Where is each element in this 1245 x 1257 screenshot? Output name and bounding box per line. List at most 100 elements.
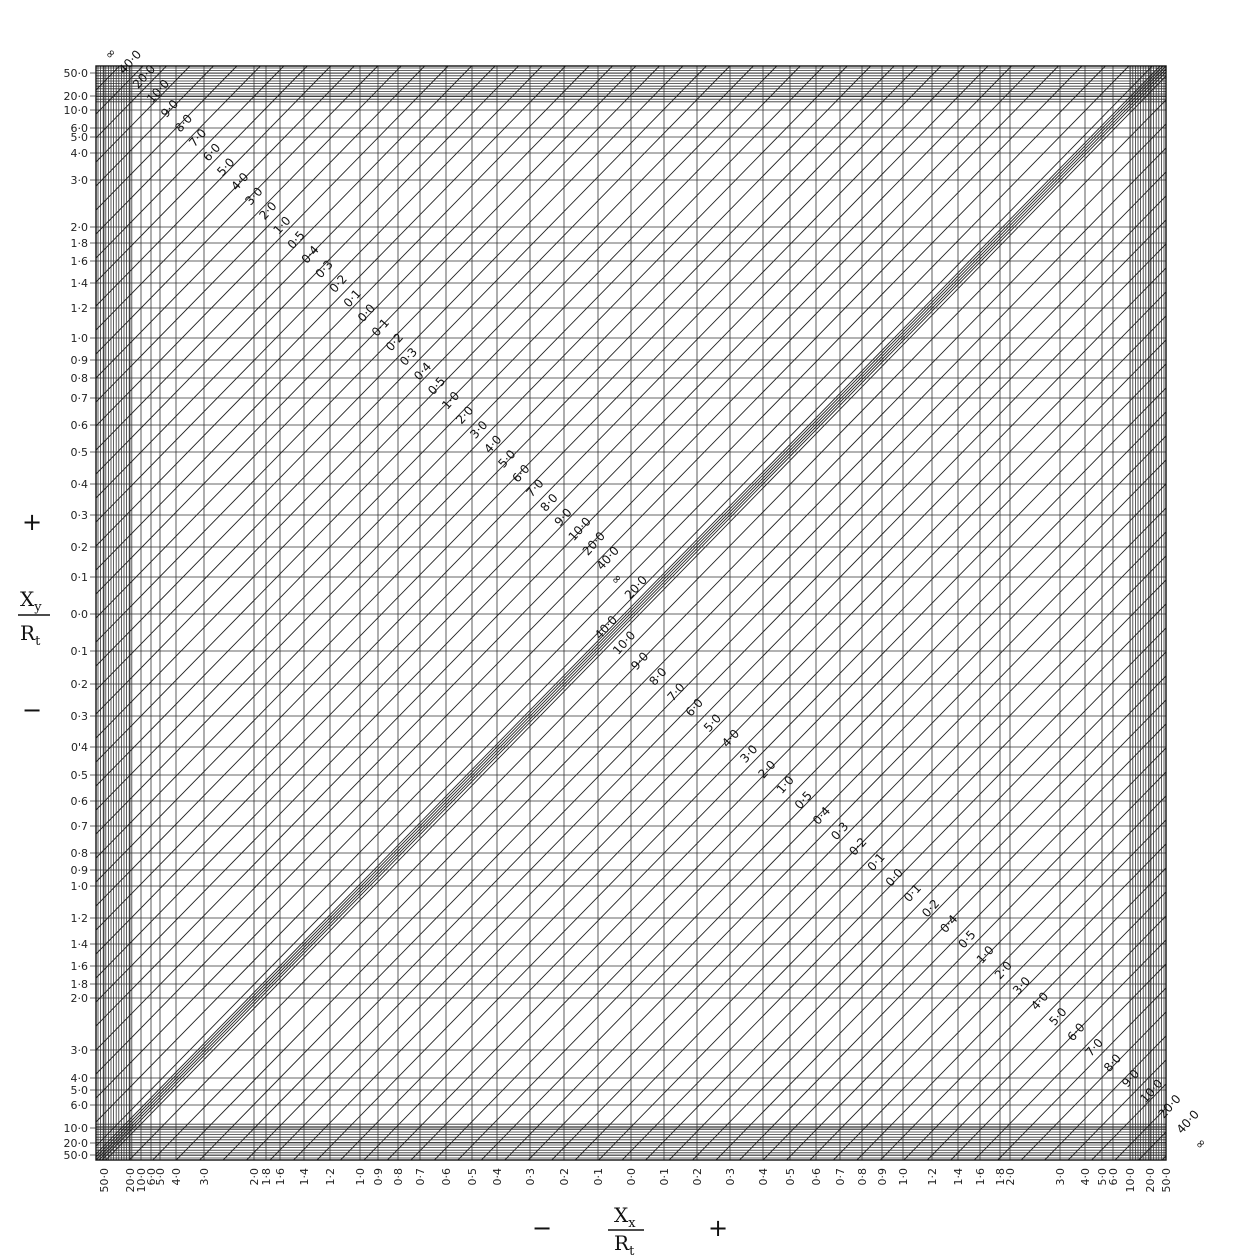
diagonal-curve <box>598 579 1167 1161</box>
curve-label-upper: ∞ <box>608 571 625 588</box>
x-tick-label: 0·2 <box>691 1168 704 1186</box>
x-tick-label: 1·8 <box>994 1168 1007 1186</box>
curve-label-lower: 40·0 <box>592 613 620 642</box>
x-tick-label: 1·2 <box>324 1168 337 1186</box>
diagonal-curve <box>668 651 1167 1161</box>
diagonal-curve <box>927 915 1167 1161</box>
x-tick-label: 4·0 <box>1079 1168 1092 1186</box>
diagonal-curve <box>1020 1011 1167 1161</box>
diagonal-curve <box>95 65 637 619</box>
diagonal-curve <box>95 65 871 859</box>
diagonal-curve <box>95 65 942 931</box>
diagonal-curve <box>95 65 285 259</box>
diagonal-curve <box>95 65 519 499</box>
diagonal-curve <box>715 699 1167 1161</box>
x-tick-label: 6·0 <box>1107 1168 1120 1186</box>
y-tick-label: 3·0 <box>71 174 89 187</box>
x-tick-label: 0·0 <box>625 1168 638 1186</box>
curve-label-lower: 20·0 <box>1155 1092 1183 1121</box>
x-tick-label: 1·4 <box>298 1168 311 1186</box>
diagonal-curve <box>363 339 1167 1161</box>
diagonal-curve <box>293 267 1167 1161</box>
curve-label-upper: 2·0 <box>453 403 476 427</box>
x-tick-label: 0·1 <box>658 1168 671 1186</box>
x-axis-minus-sign: − <box>532 1214 552 1242</box>
x-tick-label: 1·4 <box>952 1168 965 1186</box>
y-tick-label: 20·0 <box>64 1137 89 1150</box>
y-tick-label: 0·3 <box>71 710 89 723</box>
x-tick-label: 0·4 <box>757 1168 770 1186</box>
curve-label-lower: 2·0 <box>755 758 778 782</box>
x-tick-label: 50·0 <box>98 1168 111 1193</box>
diagonal-curve <box>340 315 1167 1161</box>
diagonal-curve <box>95 65 332 307</box>
y-tick-label: 0·1 <box>71 571 89 584</box>
y-tick-label: 0·5 <box>71 769 89 782</box>
x-tick-label: 3·0 <box>1054 1168 1067 1186</box>
x-axis-title-symbol: X <box>614 1203 629 1227</box>
y-tick-labels: 50·020·010·06·05·04·03·02·01·81·61·41·21… <box>64 67 96 1162</box>
y-tick-label: 10·0 <box>64 1122 89 1135</box>
y-axis-minus-sign: − <box>22 696 42 724</box>
diagonal-curve <box>95 65 965 955</box>
curve-label-upper: 6·0 <box>509 462 532 486</box>
x-tick-labels: 50·0 20·010·06·05·0 4·0 3·0 2·0 1·8 1·6 1·4 1·2 1… <box>98 1168 1173 1193</box>
x-tick-label: 0·2 <box>558 1168 571 1186</box>
diagonal-curve <box>269 243 1167 1161</box>
y-tick-label: 2·0 <box>71 221 89 234</box>
diagonal-curve <box>551 531 1167 1161</box>
y-tick-label: 0'4 <box>71 741 88 754</box>
curve-label-upper: 5·0 <box>495 447 518 471</box>
diagonal-curve <box>95 65 543 523</box>
curve-label-lower: 0·5 <box>955 928 978 952</box>
diagonal-curve <box>1067 1059 1167 1161</box>
diagonal-curve <box>95 65 1164 1158</box>
diagonal-curve <box>739 723 1167 1161</box>
x-axis-title: Xx Rt <box>608 1203 644 1257</box>
curve-label-lower: 5·0 <box>1046 1005 1069 1029</box>
diagonal-curve <box>95 65 848 835</box>
x-axis-plus-sign: + <box>708 1214 728 1242</box>
diagonal-curve <box>95 65 238 211</box>
diagonal-curve <box>903 891 1167 1161</box>
diagonal-curve <box>95 65 120 91</box>
x-tick-label: 20·0 <box>124 1168 137 1193</box>
x-tick-label: 5·0 <box>1096 1168 1109 1186</box>
y-tick-label: 1·8 <box>71 978 89 991</box>
diagonal-curve <box>95 65 167 139</box>
diagonal-curve <box>95 65 402 379</box>
y-tick-label: 1·6 <box>71 960 89 973</box>
diagonal-curve <box>95 65 261 235</box>
y-tick-label: 0·2 <box>71 541 89 554</box>
diagonal-curve <box>95 65 918 907</box>
curve-label-upper: 0·1 <box>341 287 364 311</box>
diagonal-curve <box>692 675 1167 1161</box>
diagonal-curve <box>1114 1107 1167 1161</box>
y-tick-label: 0·8 <box>71 372 89 385</box>
x-axis-title-subscript: x <box>628 1216 636 1231</box>
curve-label-lower: 4·0 <box>1028 989 1051 1013</box>
curve-label-lower: 0·1 <box>901 881 924 905</box>
y-tick-label: 0·7 <box>71 392 89 405</box>
curve-label-upper: 9·0 <box>158 97 181 121</box>
diagonal-curve <box>95 65 379 355</box>
curve-label-lower: 40·0 <box>1174 1107 1202 1136</box>
x-tick-label: 0·9 <box>876 1168 889 1186</box>
curve-label-upper: 8·0 <box>172 111 195 135</box>
y-tick-label: 6·0 <box>71 1099 89 1112</box>
y-tick-label: 20·0 <box>64 90 89 103</box>
curve-label-lower: 9·0 <box>1119 1067 1142 1091</box>
x-tick-label: 0·6 <box>440 1168 453 1186</box>
y-tick-label: 0·9 <box>71 864 89 877</box>
diagonal-curve <box>1138 1131 1167 1161</box>
diagonal-curve <box>95 65 660 643</box>
y-tick-label: 10·0 <box>64 104 89 117</box>
curve-label-lower: 7·0 <box>1083 1036 1106 1060</box>
x-axis-title-denominator: R <box>614 1231 630 1255</box>
diagonal-curve <box>95 65 895 883</box>
diagonal-curve <box>95 65 144 115</box>
diagonal-curve <box>95 65 449 427</box>
x-tick-label: 3·0 <box>198 1168 211 1186</box>
y-tick-label: 1·8 <box>71 237 89 250</box>
